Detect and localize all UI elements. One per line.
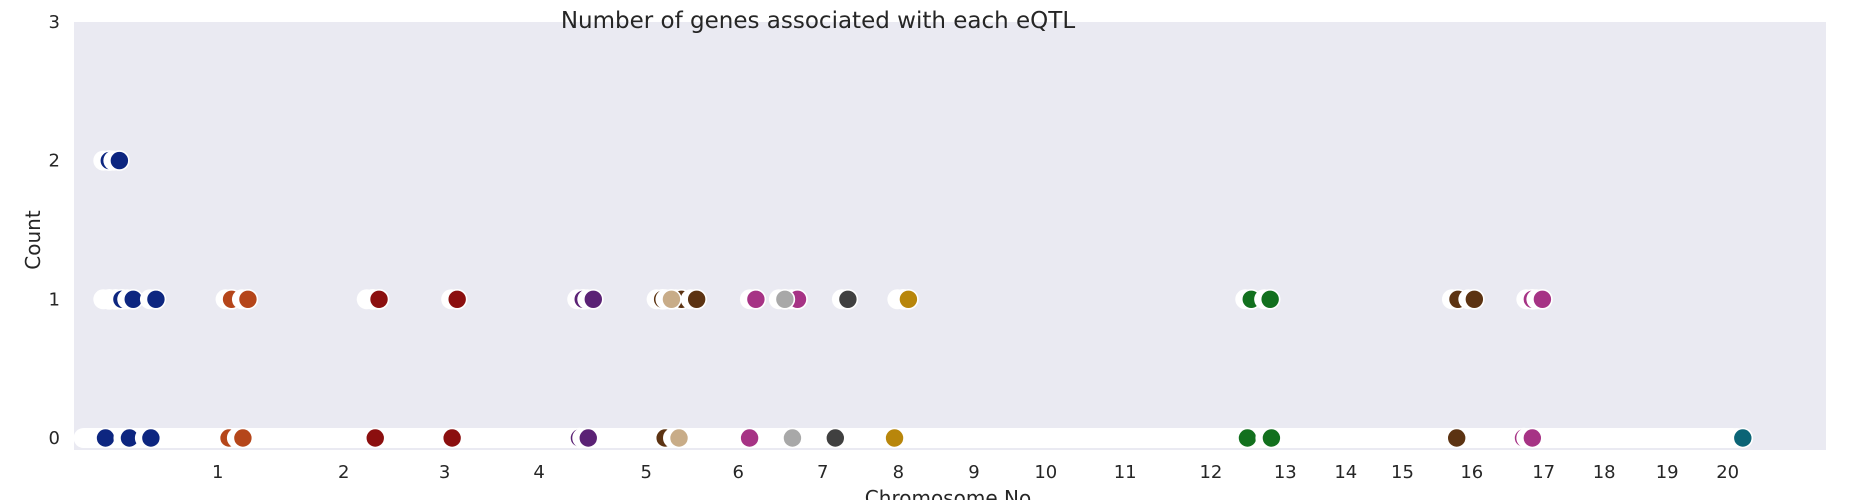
x-tick-label: 15 (1391, 462, 1414, 483)
y-tick-label: 1 (49, 289, 60, 310)
x-tick-label: 11 (1114, 462, 1137, 483)
x-tick-label: 18 (1593, 462, 1616, 483)
data-point (1464, 288, 1485, 310)
x-tick-label: 4 (533, 462, 544, 483)
data-point (1522, 427, 1543, 449)
data-point (825, 427, 846, 449)
x-tick-label: 20 (1716, 462, 1739, 483)
data-point (1532, 288, 1553, 310)
y-tick-label: 0 (49, 428, 60, 449)
data-point (446, 288, 468, 310)
data-point (739, 427, 760, 449)
y-tick-label: 3 (49, 12, 60, 33)
data-point (95, 427, 116, 449)
plot-area (74, 22, 1826, 450)
data-point (661, 288, 682, 310)
data-point (441, 427, 463, 449)
data-point (109, 150, 130, 171)
data-point (140, 427, 162, 449)
data-point (774, 288, 796, 310)
data-point (582, 288, 604, 310)
x-tick-label: 5 (641, 462, 652, 483)
data-point (237, 288, 259, 310)
data-point (745, 288, 767, 310)
data-point (122, 288, 144, 310)
data-point (898, 288, 919, 310)
data-point (1237, 427, 1258, 449)
data-point (686, 288, 707, 310)
x-tick-label: 1 (212, 462, 223, 483)
data-point (1259, 288, 1281, 310)
data-point (1261, 427, 1282, 449)
points-layer (89, 150, 1754, 449)
data-point (145, 288, 167, 310)
x-tick-label: 16 (1460, 462, 1483, 483)
data-point (577, 427, 599, 449)
x-tick-label: 13 (1274, 462, 1297, 483)
x-tick-label: 7 (817, 462, 828, 483)
x-tick-label: 19 (1656, 462, 1679, 483)
chart-title: Number of genes associated with each eQT… (561, 8, 1075, 34)
data-point (668, 427, 690, 449)
x-tick-label: 17 (1532, 462, 1555, 483)
data-point (1446, 427, 1467, 449)
y-axis-label: Count (21, 210, 45, 270)
data-point (884, 427, 905, 449)
x-tick-label: 8 (893, 462, 904, 483)
x-ticks: 1 2 3 4 5 6 7 8 9 10 11 12 13 14 15 16 17 18 19 20 (212, 462, 1739, 483)
x-tick-label: 6 (733, 462, 744, 483)
x-tick-label: 12 (1199, 462, 1222, 483)
x-tick-label: 2 (338, 462, 349, 483)
baseline-band (73, 428, 1743, 448)
data-point (1732, 427, 1754, 449)
baseline-marker-band (73, 428, 1743, 448)
x-tick-label: 3 (439, 462, 450, 483)
y-ticks: 0 1 2 3 (49, 12, 60, 449)
data-point (368, 288, 390, 310)
x-axis-label: Chromosome No. (865, 486, 1037, 500)
x-tick-label: 9 (968, 462, 979, 483)
x-tick-label: 14 (1334, 462, 1357, 483)
data-point (782, 427, 803, 449)
y-tick-label: 2 (49, 151, 60, 172)
data-point (232, 427, 254, 449)
data-point (364, 427, 386, 449)
data-point (837, 288, 859, 310)
x-tick-label: 10 (1034, 462, 1057, 483)
